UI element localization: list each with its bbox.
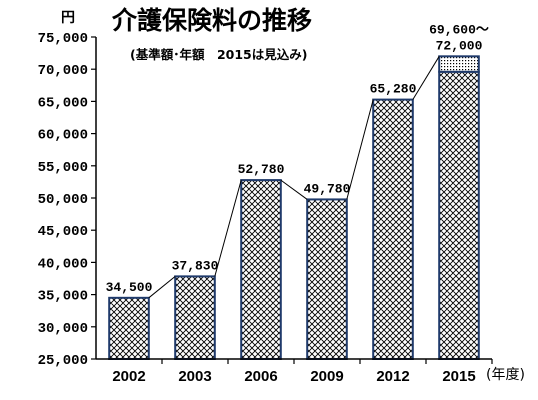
bar-2009 — [306, 198, 348, 360]
x-tick-label-2012: 2012 — [376, 368, 409, 385]
x-axis-unit: (年度) — [486, 367, 525, 383]
y-tick-label: 60,000 — [38, 128, 88, 144]
x-tick-label-2003: 2003 — [178, 368, 211, 385]
data-label-2003: 37,830 — [172, 258, 219, 273]
y-tick-label: 45,000 — [38, 224, 88, 240]
bar-range-top-2015 — [438, 55, 480, 73]
x-tick-label-2006: 2006 — [244, 368, 277, 385]
connector-line — [412, 56, 440, 100]
y-tick-label: 35,000 — [38, 289, 88, 305]
data-label-2015: 72,000 — [436, 38, 483, 53]
connector-lines — [148, 56, 440, 299]
y-axis-ticks: 25,000 30,000 35,000 40,000 45,000 50,000 55,0… — [38, 31, 96, 369]
x-tick-label-2002: 2002 — [112, 368, 145, 385]
y-tick-label: 75,000 — [38, 31, 88, 47]
data-label-2006: 52,780 — [238, 162, 285, 177]
y-tick-label: 65,000 — [38, 95, 88, 111]
connector-line — [280, 179, 308, 200]
connector-line — [214, 179, 242, 277]
bar-2012 — [372, 98, 414, 360]
x-tick-label-2015: 2015 — [442, 368, 475, 385]
chart-title: 介護保険料の推移 — [111, 6, 312, 35]
data-label-2015: 69,600～ — [429, 22, 489, 37]
data-labels: 34,500 37,830 52,780 49,780 65,280 69,600～72,… — [106, 22, 489, 295]
data-label-2002: 34,500 — [106, 280, 153, 295]
y-tick-label: 55,000 — [38, 160, 88, 176]
data-label-2009: 49,780 — [304, 181, 351, 196]
bar-2006 — [240, 179, 282, 360]
bar-2015 — [438, 70, 480, 360]
y-tick-label: 25,000 — [38, 353, 88, 369]
y-tick-label: 30,000 — [38, 321, 88, 337]
x-tick-label-2009: 2009 — [310, 368, 343, 385]
y-tick-label: 40,000 — [38, 256, 88, 272]
bars — [108, 55, 480, 361]
connector-line — [346, 99, 374, 200]
bar-2002 — [108, 296, 150, 361]
y-tick-label: 50,000 — [38, 192, 88, 208]
y-axis-unit: 円 — [61, 10, 75, 26]
bar-2003 — [174, 275, 216, 360]
data-label-2012: 65,280 — [370, 82, 417, 97]
chart-subtitle: (基準額･年額 2015は見込み) — [130, 47, 307, 62]
x-axis-ticks: 2002 2003 2006 2009 2012 2015 — [112, 359, 493, 385]
y-tick-label: 70,000 — [38, 63, 88, 79]
connector-line — [148, 275, 176, 299]
